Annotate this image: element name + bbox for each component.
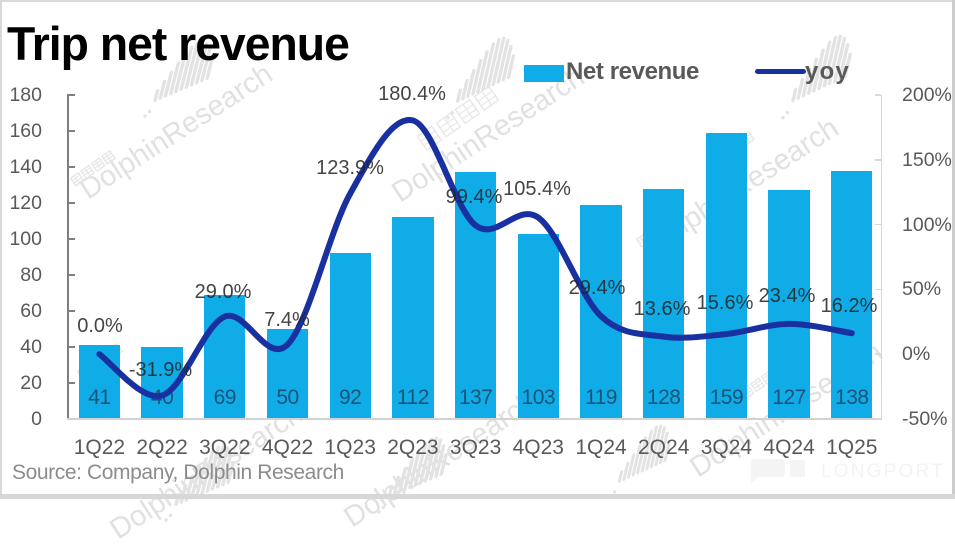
svg-text:LONGPORT: LONGPORT xyxy=(821,461,945,482)
